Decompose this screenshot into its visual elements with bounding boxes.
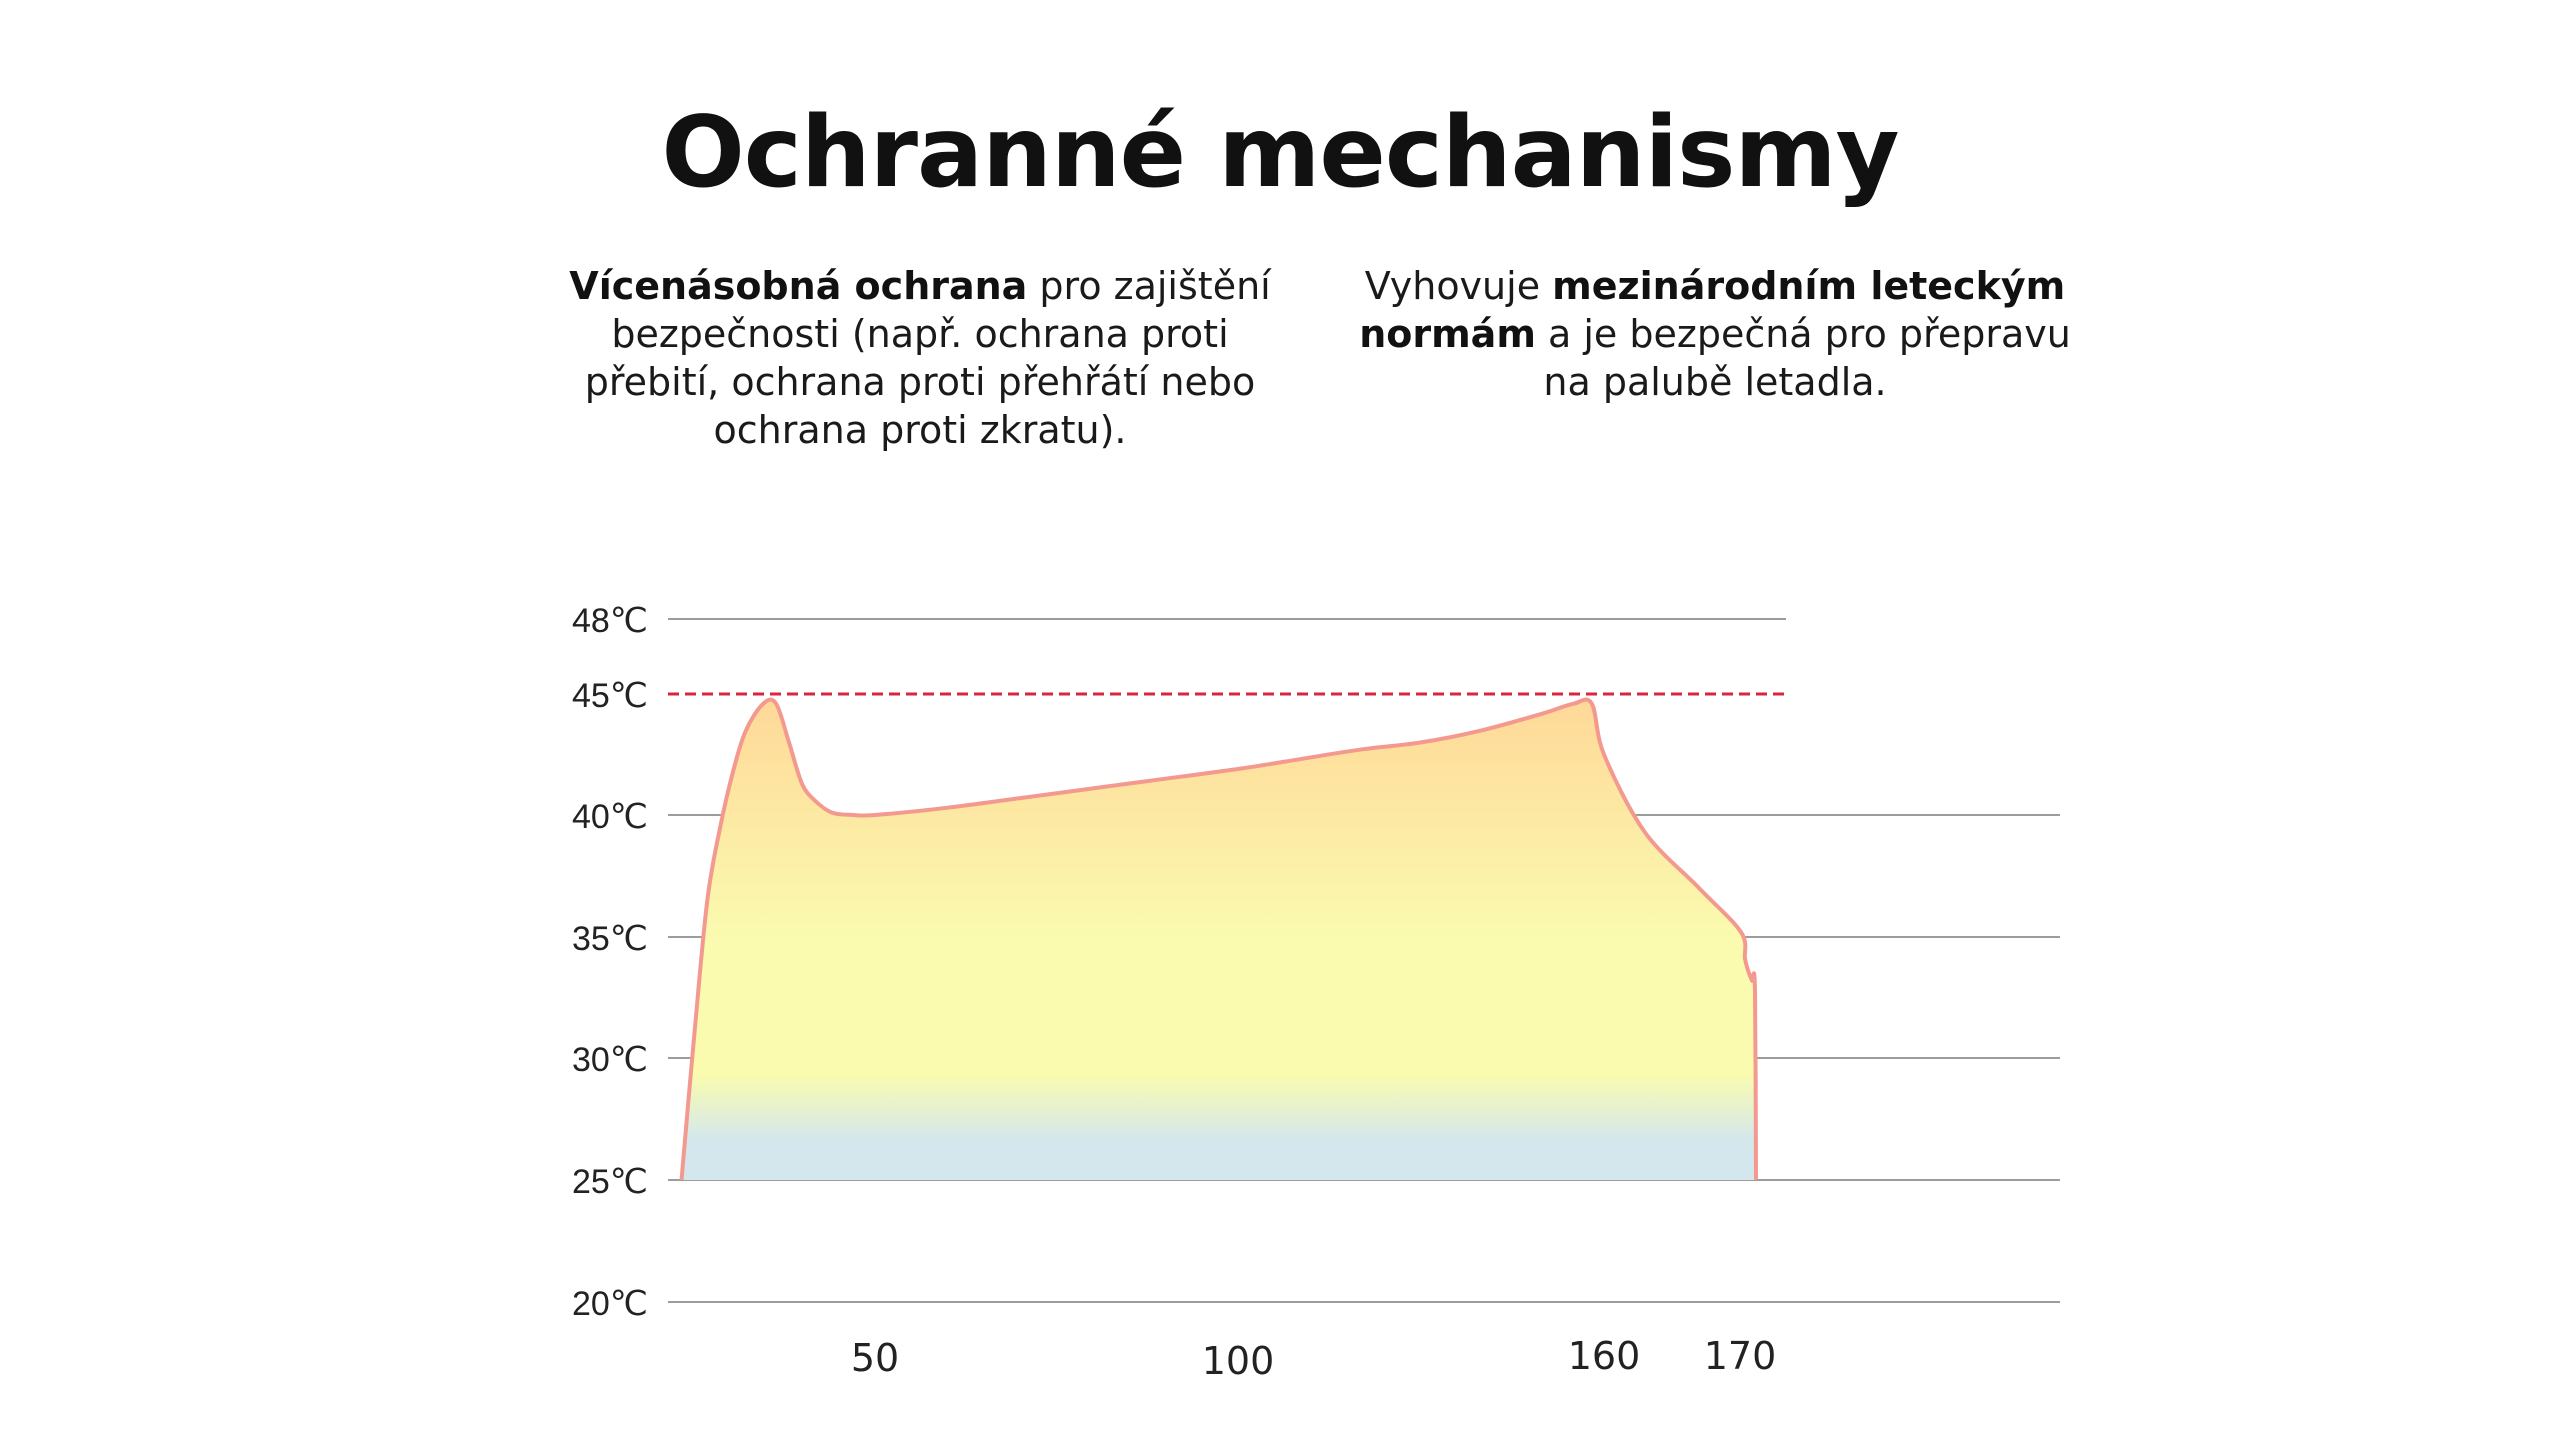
chart-area-layer [679, 697, 1758, 1181]
y-tick-label-20: 20℃ [572, 1285, 648, 1323]
feature-multiple-protection-bold: Vícenásobná ochrana [569, 264, 1028, 308]
feature-multiple-protection: Vícenásobná ochrana pro zajištění bezpeč… [540, 262, 1300, 454]
y-tick-label-30: 30℃ [572, 1041, 648, 1079]
feature-aviation-bold: mezinárodním leteckým normám [1359, 264, 2066, 356]
y-axis-ticks: 48℃ 45℃ 40℃ 35℃ 30℃ 25℃ 20℃ [572, 602, 648, 1323]
y-tick-label-48: 48℃ [572, 602, 648, 640]
feature-multiple-protection-text: pro zajištění bezpečnosti (např. ochrana… [584, 264, 1271, 452]
page-title: Ochranné mechanismy [661, 96, 1899, 210]
temperature-area-fill [681, 699, 1756, 1180]
y-tick-label-45: 45℃ [572, 677, 648, 715]
x-axis-ticks: 50 100 160 170 [851, 1334, 1776, 1383]
x-tick-label-170: 170 [1704, 1334, 1777, 1378]
feature-aviation-standards: Vyhovuje mezinárodním leteckým normám a … [1355, 262, 2075, 406]
feature-aviation-suffix: a je bezpečná pro přepravu na palubě let… [1535, 312, 2071, 404]
temperature-curve [679, 697, 1758, 1181]
y-tick-label-35: 35℃ [572, 920, 648, 958]
y-tick-label-40: 40℃ [572, 798, 648, 836]
y-tick-label-25: 25℃ [572, 1163, 648, 1201]
feature-aviation-prefix: Vyhovuje [1364, 264, 1553, 308]
x-tick-label-160: 160 [1568, 1334, 1641, 1378]
x-tick-label-100: 100 [1202, 1339, 1275, 1383]
x-tick-label-50: 50 [851, 1336, 899, 1380]
